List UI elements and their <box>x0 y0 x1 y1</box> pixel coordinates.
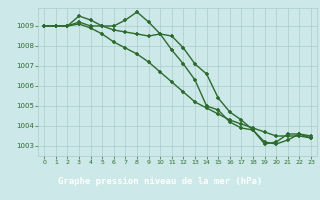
Text: Graphe pression niveau de la mer (hPa): Graphe pression niveau de la mer (hPa) <box>58 178 262 186</box>
